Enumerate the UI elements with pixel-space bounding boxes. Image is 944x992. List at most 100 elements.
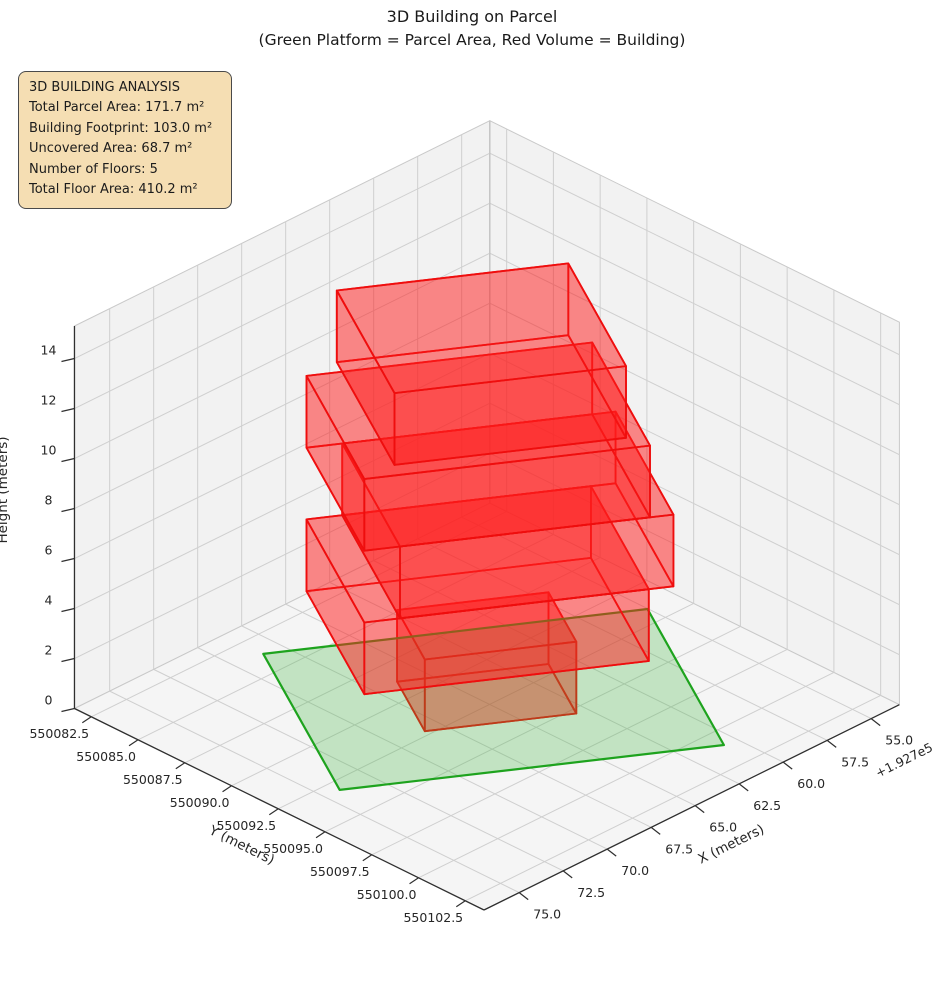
floor-grid-x	[109, 690, 520, 894]
y-tick-mark	[222, 785, 232, 793]
x-tick-label: 60.0	[797, 776, 825, 791]
right-wall-grid-z	[489, 152, 900, 356]
x-tick-mark	[738, 783, 749, 792]
axis-spines	[73, 326, 900, 911]
x-tick-label: 70.0	[621, 863, 649, 878]
right-wall-grid-z	[489, 402, 900, 606]
floor-grid-y	[231, 580, 648, 787]
z-tick-label: 4	[45, 593, 53, 608]
left-wall-grid-z	[74, 252, 491, 459]
floor-grid-y	[465, 695, 881, 902]
z-tick-label: 10	[41, 443, 57, 458]
floor-grid-x	[461, 516, 872, 720]
floor-grid-x	[241, 625, 652, 828]
left-wall-grid-z	[74, 452, 491, 659]
left-wall-grid-z	[74, 402, 491, 609]
floor-grid-y	[278, 603, 694, 810]
floor-grid-x	[285, 603, 696, 807]
info-box-line-floor-area: Total Floor Area: 410.2 m²	[29, 182, 198, 198]
y-tick-label: 550090.0	[170, 795, 230, 810]
chart-title-block: 3D Building on Parcel (Green Platform = …	[0, 6, 944, 52]
y-tick-mark	[175, 762, 186, 770]
z-tick-label: 2	[45, 643, 53, 658]
y-tick-label: 550100.0	[357, 887, 417, 902]
y-tick-label: 550082.5	[29, 726, 89, 741]
y-tick-mark	[128, 739, 139, 747]
floor-grid-y	[184, 557, 601, 764]
z-tick-label: 0	[45, 693, 53, 708]
x-tick-label: 65.0	[709, 820, 737, 835]
floor-grid-y	[371, 649, 788, 856]
floor-grid-y	[91, 511, 507, 718]
x-tick-mark	[694, 805, 705, 814]
right-wall-grid-z	[489, 352, 900, 556]
x-tick-mark	[782, 761, 793, 770]
z-tick-mark	[61, 407, 75, 413]
z-tick-mark	[61, 657, 75, 663]
building-floor-5-face	[335, 262, 627, 395]
floor-grid-x	[153, 668, 564, 872]
floor-grid-x	[197, 647, 608, 850]
y-tick-label: 550092.5	[216, 818, 276, 833]
info-box-title: 3D BUILDING ANALYSIS	[29, 80, 181, 95]
info-box-line-parcel-area: Total Parcel Area: 171.7 m²	[29, 100, 205, 116]
floor-grid-x	[417, 538, 828, 741]
floor-grid-y	[324, 626, 741, 833]
left-wall-grid-z	[74, 352, 491, 559]
x-tick-label: 72.5	[577, 885, 605, 900]
right-wall-grid-z	[489, 452, 900, 656]
y-tick-label: 550085.0	[76, 749, 136, 764]
z-tick-label: 14	[41, 343, 57, 358]
y-tick-label: 550102.5	[403, 910, 463, 925]
y-axis-spine	[74, 707, 485, 911]
z-tick-label: 8	[45, 493, 53, 508]
y-tick-mark	[409, 877, 419, 885]
y-tick-label: 550095.0	[263, 841, 323, 856]
z-tick-mark	[61, 557, 75, 563]
left-wall-grid-z	[74, 152, 491, 359]
x-tick-label: 55.0	[885, 733, 913, 748]
right-wall-grid-z	[489, 202, 900, 406]
y-tick-mark	[362, 854, 373, 862]
x-tick-mark	[518, 892, 529, 901]
pane-grids	[74, 120, 900, 902]
chart-subtitle: (Green Platform = Parcel Area, Red Volum…	[258, 31, 686, 49]
building-analysis-info-box: 3D BUILDING ANALYSIS Total Parcel Area: …	[18, 71, 232, 210]
left-wall-grid-z	[74, 202, 491, 409]
floor-grid-y	[137, 534, 554, 741]
info-box-line-floors: Number of Floors: 5	[29, 161, 158, 177]
z-tick-mark	[61, 357, 75, 363]
z-tick-mark	[61, 607, 75, 613]
info-box-line-footprint: Building Footprint: 103.0 m²	[29, 120, 213, 136]
x-tick-label: 57.5	[841, 754, 869, 769]
building-floor-2	[305, 485, 650, 696]
plot-data	[262, 262, 726, 792]
y-tick-label: 550097.5	[310, 864, 370, 879]
tick-labels: 55.0 57.5 60.0 62.5 65.0 67.5 70.0 72.5 75.0 5500…	[29, 343, 913, 925]
x-tick-mark	[870, 718, 881, 727]
axes-panes	[74, 120, 900, 911]
z-tick-mark	[61, 457, 75, 463]
y-tick-mark	[315, 831, 326, 839]
right-wall-grid-z	[489, 252, 900, 456]
building-floor-3	[341, 410, 675, 620]
x-tick-mark	[562, 870, 573, 879]
x-axis-spine	[483, 704, 900, 911]
z-tick-label: 6	[45, 543, 53, 558]
y-tick-mark	[455, 900, 466, 908]
z-axis-title: Height (meters)	[0, 436, 11, 543]
z-tick-mark	[61, 507, 75, 513]
y-tick-mark	[81, 716, 92, 724]
floor-grid-y	[418, 672, 835, 879]
y-tick-mark	[268, 808, 279, 816]
x-tick-label: 67.5	[665, 841, 693, 856]
x-tick-label: 75.0	[533, 907, 561, 922]
x-tick-mark	[826, 739, 837, 748]
left-wall-grid-z	[74, 302, 491, 509]
parcel-platform	[262, 607, 726, 792]
y-tick-label: 550087.5	[123, 772, 183, 787]
x-tick-mark	[606, 848, 617, 857]
building-floor-1-face	[396, 591, 578, 661]
